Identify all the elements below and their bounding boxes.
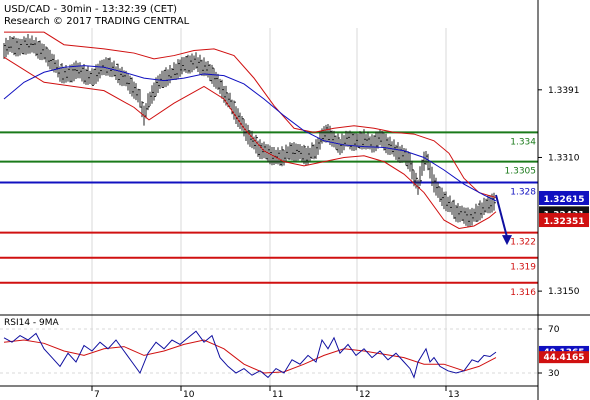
y-tick-label-1: 1.3310 [548, 153, 580, 163]
x-tick-label-2: 11 [272, 390, 283, 400]
y-tick-label-0: 1.3391 [548, 86, 580, 96]
rsi-label: RSI14 - 9MA [4, 318, 60, 328]
rsi-tick-label-0: 70 [548, 325, 560, 335]
chart-subtitle: Research © 2017 TRADING CENTRAL [4, 16, 190, 27]
rsi-ma-line [3, 339, 497, 374]
support-resistance-levels: 1.334 1.3305 1.328 1.322 1.319 1.316 [0, 131, 538, 298]
level-label-2: 1.328 [510, 188, 536, 198]
forecast-arrow-head [502, 235, 512, 246]
level-label-1: 1.3305 [505, 167, 537, 177]
forecast-arrow-shaft [495, 194, 508, 238]
x-tick-label-3: 12 [359, 390, 370, 400]
price-tag-0: 1.32615 [544, 195, 585, 205]
x-tick-label-4: 13 [448, 390, 459, 400]
level-label-5: 1.316 [510, 288, 536, 298]
rsi-line [3, 330, 497, 379]
level-label-4: 1.319 [510, 263, 536, 273]
moving-average-line [3, 65, 497, 202]
price-tag-2: 1.32351 [544, 217, 585, 227]
bollinger-upper-line [4, 31, 497, 199]
price-tag-bg-2 [539, 213, 589, 228]
price-tag-bg-0 [539, 190, 589, 205]
rsi-tag-1: 44.4165 [544, 353, 585, 363]
price-series [3, 31, 512, 246]
rsi-tick-label-1: 30 [548, 369, 560, 379]
x-tick-label-0: 7 [94, 390, 100, 400]
rsi-panel [0, 328, 538, 379]
bollinger-lower-line [3, 56, 497, 229]
rsi-tag-bg-1 [539, 351, 589, 364]
level-label-3: 1.322 [510, 238, 536, 248]
x-tick-label-1: 10 [183, 390, 195, 400]
level-label-0: 1.334 [510, 137, 536, 147]
y-tick-label-2: 1.3150 [548, 287, 580, 297]
chart-title: USD/CAD - 30min - 13:32:39 (CET) [4, 4, 177, 15]
